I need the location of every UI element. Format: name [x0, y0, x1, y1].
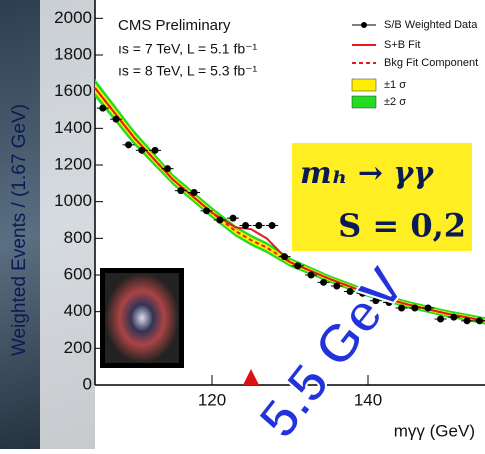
data-point [230, 215, 237, 222]
legend-label: S+B Fit [384, 39, 420, 51]
data-point [320, 279, 327, 286]
legend-label: ±2 σ [384, 96, 406, 108]
data-point [216, 217, 223, 224]
data-point [464, 317, 471, 324]
annotation: CMS Preliminary [118, 17, 231, 34]
y-tick-label: 1000 [54, 191, 92, 210]
legend-symbol [352, 79, 376, 91]
y-tick-label: 1200 [54, 154, 92, 173]
x-tick-label: 120 [198, 390, 226, 409]
inset-photo [105, 273, 179, 363]
data-point [125, 141, 132, 148]
data-point [113, 116, 120, 123]
annotation: ıs = 7 TeV, L = 5.1 fb⁻¹ [118, 41, 258, 57]
annotation: mₕ → γγ [300, 156, 434, 191]
data-point [191, 189, 198, 196]
y-tick-label: 200 [64, 338, 92, 357]
data-point [308, 272, 315, 279]
y-tick-label: 2000 [54, 8, 92, 27]
data-point [255, 222, 262, 229]
legend-label: Bkg Fit Component [384, 57, 478, 69]
y-tick-label: 0 [83, 374, 92, 393]
y-tick-label: 600 [64, 264, 92, 283]
data-point [281, 253, 288, 260]
legend-symbol [361, 22, 367, 28]
data-point [242, 222, 249, 229]
data-point [437, 316, 444, 323]
x-tick-label: 140 [354, 390, 382, 409]
chart: S/B Weighted Data S+B Fit Bkg Fit Componen… [0, 0, 485, 449]
annotation: ıs = 8 TeV, L = 5.3 fb⁻¹ [118, 63, 258, 79]
data-point [152, 147, 159, 154]
data-point [294, 262, 301, 269]
legend-label: ±1 σ [384, 79, 406, 91]
legend-symbol [352, 96, 376, 108]
y-tick-label: 800 [64, 228, 92, 247]
annotation: S = 0,2 [338, 207, 466, 245]
data-point [333, 283, 340, 290]
data-point [164, 165, 171, 172]
data-point [425, 305, 432, 312]
y-tick-label: 400 [64, 301, 92, 320]
y-tick-label: 1400 [54, 118, 92, 137]
y-tick-label: 1800 [54, 44, 92, 63]
x-axis-label: mγγ (GeV) [394, 421, 475, 440]
data-point [99, 105, 106, 112]
data-point [138, 147, 145, 154]
data-point [203, 207, 210, 214]
data-point [476, 317, 483, 324]
data-point [411, 305, 418, 312]
data-point [450, 314, 457, 321]
data-point [177, 187, 184, 194]
y-tick-label: 1600 [54, 81, 92, 100]
data-point [269, 222, 276, 229]
y-axis-label: Weighted Events / (1.67 GeV) [9, 104, 30, 356]
legend-label: S/B Weighted Data [384, 19, 478, 31]
